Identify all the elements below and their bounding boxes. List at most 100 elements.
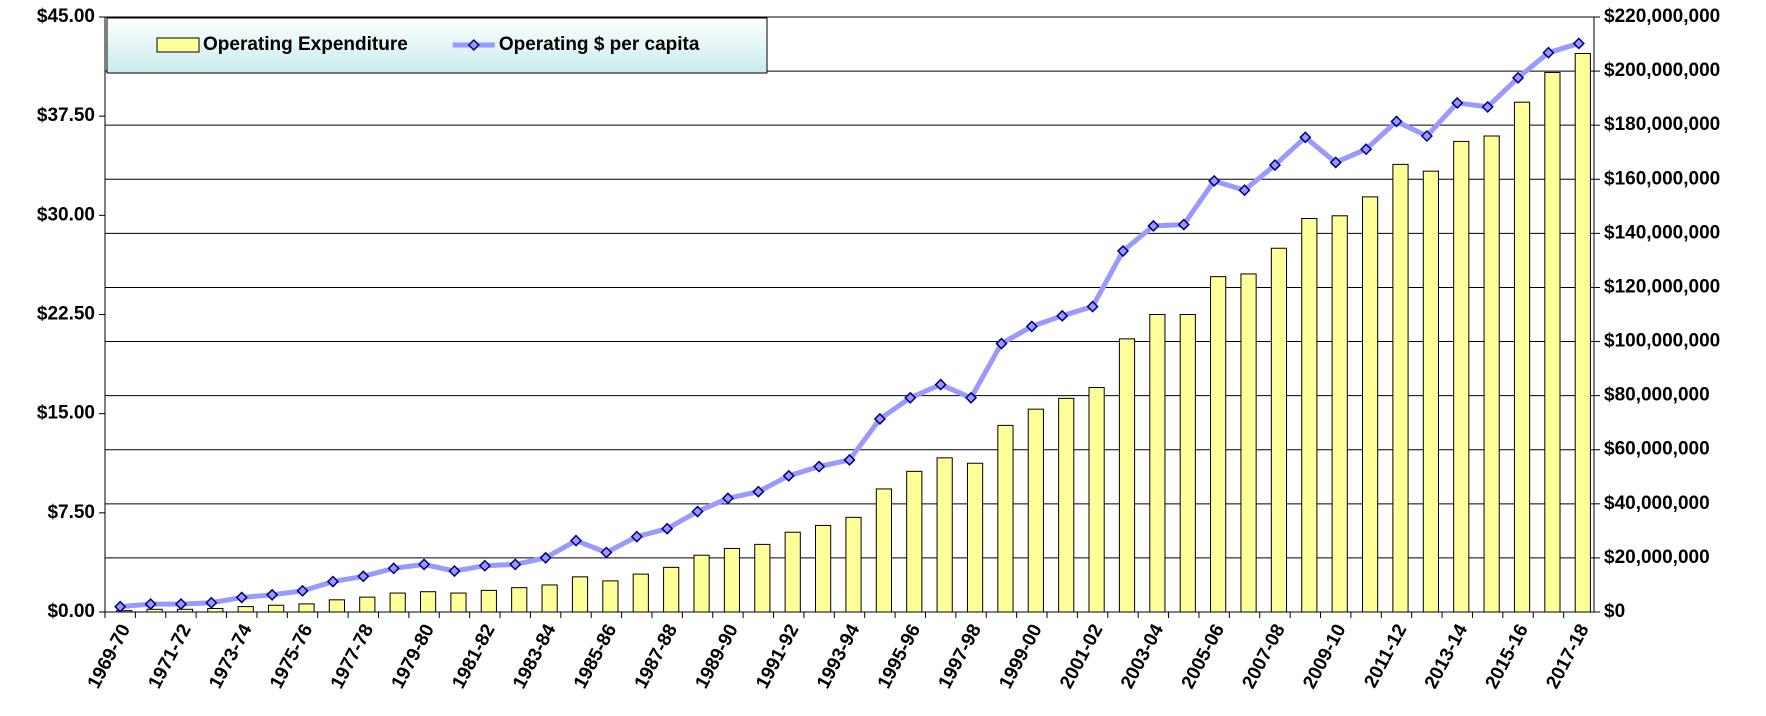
legend-label: Operating Expenditure xyxy=(203,34,408,55)
bar xyxy=(1574,53,1591,613)
marker xyxy=(1451,96,1464,110)
marker xyxy=(843,453,856,467)
bar xyxy=(997,424,1014,613)
marker xyxy=(387,562,400,575)
x-tick-label: 1977-78 xyxy=(327,621,378,692)
x-tick-label: 1999-00 xyxy=(995,621,1046,692)
bar xyxy=(207,607,224,613)
x-tick-label: 1973-74 xyxy=(205,620,256,692)
x-tick-label: 2017-18 xyxy=(1542,621,1593,692)
marker xyxy=(691,505,704,518)
x-tick-label: 2009-10 xyxy=(1299,621,1350,692)
marker xyxy=(813,460,826,473)
bar xyxy=(1544,71,1561,613)
bar xyxy=(1453,140,1470,613)
marks xyxy=(114,37,1591,613)
marker xyxy=(174,598,188,611)
y2-tick-label: $40,000,000 xyxy=(1604,493,1710,514)
x-tick-label: 1969-70 xyxy=(84,621,135,692)
y2-tick-label: $180,000,000 xyxy=(1604,114,1720,135)
y2-tick-label: $20,000,000 xyxy=(1604,547,1710,568)
x-tick-label: 2005-06 xyxy=(1178,621,1229,692)
marker xyxy=(1116,244,1130,258)
legend-label: Operating $ per capita xyxy=(499,34,700,55)
marker xyxy=(752,485,765,498)
x-tick-label: 2013-14 xyxy=(1421,620,1472,692)
marker xyxy=(630,530,643,543)
bar xyxy=(511,587,528,613)
bar xyxy=(541,584,558,613)
marker xyxy=(1481,100,1494,113)
bar xyxy=(845,516,862,613)
marker xyxy=(934,378,947,391)
x-tick-label: 1971-72 xyxy=(145,621,196,692)
x-tick-label: 1993-94 xyxy=(813,620,864,692)
marker xyxy=(569,534,583,547)
legend-marker xyxy=(467,38,480,52)
y2-tick-label: $80,000,000 xyxy=(1604,385,1710,406)
marker xyxy=(721,492,735,505)
marker xyxy=(296,584,309,597)
y-tick-label: $15.00 xyxy=(37,403,95,424)
marker xyxy=(1420,129,1433,143)
x-tick-label: 1981-82 xyxy=(448,621,499,692)
marker xyxy=(873,412,886,426)
x-tick-label: 1985-86 xyxy=(570,621,621,692)
y2-tick-label: $220,000,000 xyxy=(1604,6,1720,27)
y2-tick-label: $120,000,000 xyxy=(1604,276,1720,297)
bar xyxy=(1179,314,1196,613)
y2-tick-label: $0 xyxy=(1604,601,1625,622)
y2-tick-label: $60,000,000 xyxy=(1604,439,1710,460)
marker xyxy=(1572,37,1585,50)
marker xyxy=(357,570,370,583)
marker xyxy=(1025,320,1038,333)
marker xyxy=(448,564,461,578)
marker xyxy=(1511,71,1525,84)
bar xyxy=(1483,135,1500,613)
marker xyxy=(326,575,339,588)
legend-box xyxy=(106,17,768,74)
bar xyxy=(1301,217,1318,613)
marker xyxy=(1086,300,1099,313)
y-tick-label: $7.50 xyxy=(47,502,95,523)
bar xyxy=(450,592,467,613)
bar xyxy=(1149,314,1166,613)
y2-tick-label: $200,000,000 xyxy=(1604,60,1720,81)
x-tick-label: 1987-88 xyxy=(631,621,682,692)
marker xyxy=(1208,174,1221,188)
marker xyxy=(144,598,157,611)
marker xyxy=(1056,309,1069,322)
bar xyxy=(237,606,254,613)
bar xyxy=(1361,196,1379,613)
marker xyxy=(1542,46,1555,59)
bar xyxy=(1240,273,1257,613)
marker xyxy=(995,337,1008,350)
marker xyxy=(1238,184,1251,197)
bar xyxy=(1331,215,1348,613)
bar xyxy=(936,457,953,613)
legend: Operating Expenditure Operating $ per cap… xyxy=(106,17,768,74)
y-tick-label: $45.00 xyxy=(37,6,95,27)
bar xyxy=(693,554,710,613)
marker xyxy=(1390,115,1403,128)
y2-tick-label: $100,000,000 xyxy=(1604,331,1720,352)
bar xyxy=(389,592,406,613)
marker xyxy=(205,596,218,609)
bar xyxy=(906,470,923,613)
marker xyxy=(661,522,674,535)
x-tick-label: 1989-90 xyxy=(692,621,743,692)
bar xyxy=(328,599,346,613)
y-tick-label: $30.00 xyxy=(37,204,95,225)
marker xyxy=(964,391,978,404)
legend-swatch xyxy=(156,37,200,53)
bar xyxy=(632,573,649,613)
marker xyxy=(782,469,795,482)
bar xyxy=(419,591,437,613)
bar xyxy=(480,589,497,613)
bar xyxy=(1210,276,1227,613)
bar xyxy=(268,604,285,613)
y-tick-label: $0.00 xyxy=(47,601,95,622)
marker xyxy=(600,546,613,559)
marker xyxy=(235,591,248,604)
